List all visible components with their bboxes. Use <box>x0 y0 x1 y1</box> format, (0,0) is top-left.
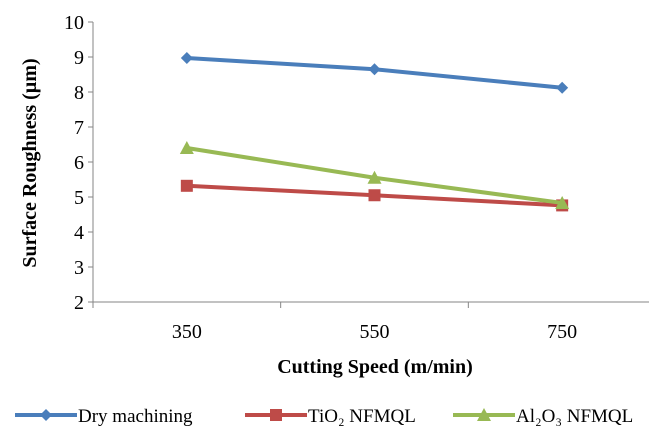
y-tick-label: 4 <box>74 222 84 244</box>
data-point <box>555 195 570 209</box>
y-tick-label: 8 <box>74 82 84 104</box>
legend-marker <box>270 409 282 421</box>
data-point <box>368 63 381 76</box>
legend-label: Dry machining <box>78 406 193 427</box>
data-point <box>180 52 193 65</box>
series-0 <box>180 52 569 94</box>
series-layer <box>179 52 570 212</box>
y-tick-label: 2 <box>74 292 84 314</box>
data-point <box>179 141 194 154</box>
x-tick-label: 350 <box>172 321 202 343</box>
x-axis-title: Cutting Speed (m/min) <box>277 356 473 378</box>
legend-item: TiO₂ NFMQL <box>245 406 416 427</box>
data-point <box>556 81 569 94</box>
y-tick-label: 6 <box>74 152 84 174</box>
y-axis-title: Surface Roughness (µm) <box>19 58 41 267</box>
axes: 2 3 4 5 6 7 8 9 10 350 550 750 <box>64 12 649 343</box>
x-tick-label: 550 <box>360 321 390 343</box>
legend: Dry machining TiO₂ NFMQL Al₂O₃ NFMQL <box>15 406 633 427</box>
legend-label: TiO₂ NFMQL <box>308 406 416 427</box>
data-point <box>367 170 382 184</box>
y-tick-label: 10 <box>64 12 84 34</box>
x-tick-label: 750 <box>547 321 577 343</box>
data-point <box>368 189 381 202</box>
series-2 <box>179 141 570 209</box>
y-tick-label: 3 <box>74 257 84 279</box>
y-tick-label: 5 <box>74 187 84 209</box>
legend-marker <box>40 409 52 421</box>
legend-item: Al₂O₃ NFMQL <box>453 406 633 427</box>
legend-label: Al₂O₃ NFMQL <box>516 406 633 427</box>
legend-item: Dry machining <box>15 406 193 427</box>
y-tick-label: 7 <box>74 117 84 139</box>
y-tick-label: 9 <box>74 47 84 69</box>
data-point <box>180 179 193 192</box>
legend-marker <box>477 408 491 421</box>
